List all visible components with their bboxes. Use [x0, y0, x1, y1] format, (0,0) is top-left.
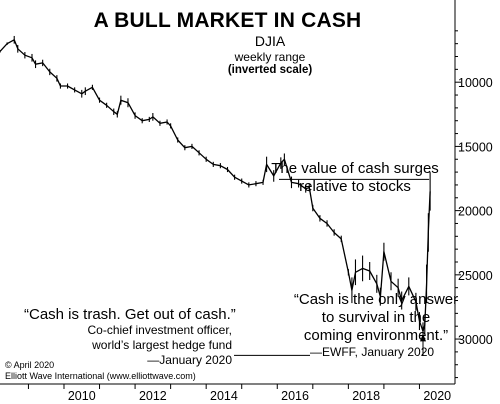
- quote-line: coming environment.”: [303, 327, 449, 344]
- y-tick-label: 25000: [458, 269, 493, 283]
- quote-cash-is-trash: “Cash is trash. Get out of cash.”: [24, 306, 236, 323]
- attribution-line: world’s largest hedge fund: [92, 338, 232, 352]
- x-tick-label: 2016: [281, 389, 309, 403]
- x-tick-label: 2010: [68, 389, 96, 403]
- attribution-line: —January 2020: [147, 353, 232, 367]
- chart-title: A BULL MARKET IN CASH: [93, 9, 362, 32]
- annotation-line: relative to stocks: [299, 178, 411, 195]
- y-tick-label: 30000: [458, 333, 493, 347]
- chart-subtitle: DJIA: [254, 33, 286, 49]
- y-tick-label: 15000: [458, 140, 493, 154]
- price-series: [0, 35, 431, 341]
- subtitle-inverted-scale: (inverted scale): [227, 64, 313, 76]
- callout-arrowhead: [420, 333, 427, 342]
- quote-attribution-right: —EWFF, January 2020: [310, 345, 435, 359]
- attribution-line: Co-chief investment officer,: [87, 323, 232, 337]
- quote-line: to survival in the: [321, 309, 431, 326]
- callout-lines: [234, 178, 430, 356]
- x-tick-label: 2012: [139, 389, 167, 403]
- y-tick-label: 20000: [458, 205, 493, 219]
- quote-line: “Cash is the only answer: [293, 291, 459, 308]
- subtitle-weekly-range: weekly range: [234, 50, 306, 64]
- axes: [0, 0, 456, 385]
- x-tick-label: 2020: [423, 389, 451, 403]
- copyright: © April 2020: [5, 360, 55, 370]
- x-tick-label: 2014: [210, 389, 238, 403]
- tick-marks: 10000 15000 20000 25000 30000 2010 2012 2014 201…: [27, 30, 493, 403]
- annotation-cash-surges: The value of cash surges relative to sto…: [270, 160, 440, 196]
- publisher-credit: Elliott Wave International (www.elliottw…: [5, 371, 196, 381]
- djia-line: [0, 39, 431, 332]
- y-tick-label: 10000: [458, 76, 493, 90]
- quote-ewff: “Cash is the only answer to survival in …: [285, 291, 467, 345]
- quote-attribution-left: Co-chief investment officer, world’s lar…: [0, 323, 232, 368]
- x-tick-label: 2018: [352, 389, 380, 403]
- annotation-line: The value of cash surges: [271, 160, 439, 177]
